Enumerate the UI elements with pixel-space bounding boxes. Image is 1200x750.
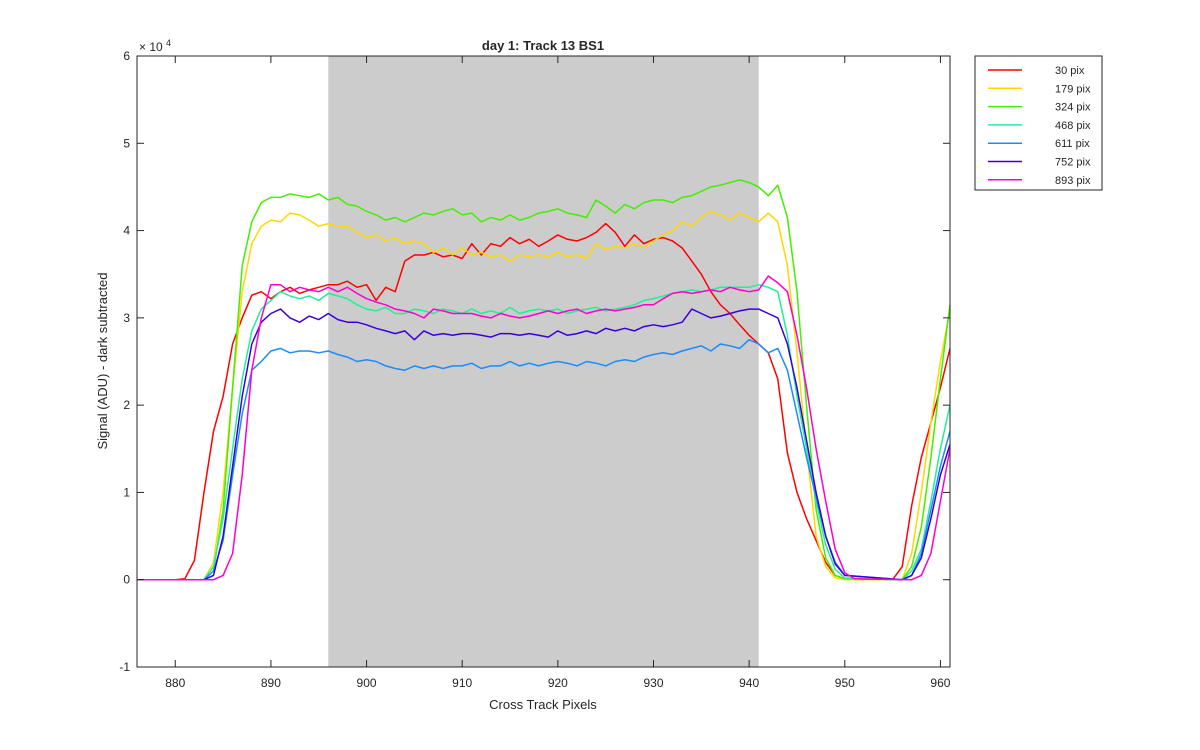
legend-box: [974, 55, 1103, 191]
x-axis-label: Cross Track Pixels: [489, 697, 597, 712]
legend-label-7: 893 pix: [1055, 175, 1091, 187]
legend-label-2: 179 pix: [1055, 83, 1091, 95]
legend: 30 pix 179 pix 324 pix 468 pix 611 pix 752 pi…: [988, 65, 1091, 187]
plot-frame: [136, 55, 951, 668]
x-tick-label: 910: [452, 676, 472, 690]
x-tick-label: 890: [261, 676, 281, 690]
x-tick-label: 920: [548, 676, 568, 690]
series-layer: [137, 179, 951, 581]
legend-label-1: 30 pix: [1055, 65, 1085, 77]
highlight-region-layer: [328, 56, 759, 667]
chart-title: day 1: Track 13 BS1: [482, 38, 604, 53]
series-line-1: [137, 222, 951, 581]
highlight-region: [328, 56, 759, 667]
y-tick-label: -1: [119, 660, 130, 674]
legend-label-6: 752 pix: [1055, 157, 1091, 169]
legend-label-4: 468 pix: [1055, 120, 1091, 132]
series-line-7: [137, 275, 951, 581]
y-multiplier-exponent: 4: [166, 38, 171, 48]
x-tick-label: 880: [165, 676, 185, 690]
x-tick-label: 900: [357, 676, 377, 690]
y-tick-label: 6: [123, 49, 130, 63]
legend-label-3: 324 pix: [1055, 102, 1091, 114]
y-tick-label: 3: [123, 311, 130, 325]
y-tick-label: 5: [123, 136, 130, 150]
y-multiplier-base: × 10: [139, 40, 163, 54]
y-tick-label: 1: [123, 485, 130, 499]
x-tick-label: 950: [835, 676, 855, 690]
ticks-layer: 880 890 900 910 920 930 940 950 960 -1 0 1 2 3 4 5 6: [119, 49, 950, 690]
series-line-2: [137, 210, 951, 581]
y-axis-label: Signal (ADU) - dark subtracted: [95, 272, 110, 449]
series-line-5: [137, 338, 951, 581]
y-tick-label: 0: [123, 573, 130, 587]
series-line-3: [137, 179, 951, 581]
x-tick-label: 940: [739, 676, 759, 690]
series-line-6: [137, 308, 951, 581]
x-tick-label: 960: [930, 676, 950, 690]
legend-label-5: 611 pix: [1055, 138, 1090, 150]
x-tick-label: 930: [643, 676, 663, 690]
y-tick-label: 4: [123, 224, 130, 238]
y-tick-label: 2: [123, 398, 130, 412]
y-multiplier-label: × 10 4: [139, 38, 171, 54]
